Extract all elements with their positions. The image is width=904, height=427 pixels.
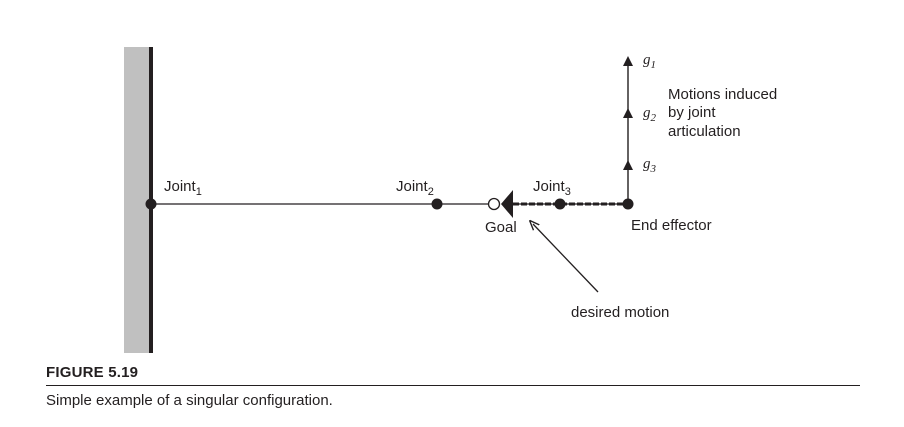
joint-2-label: Joint2 [396,178,434,198]
joint-1-dot [145,198,157,210]
joint-2-dot [431,198,443,210]
caption-divider [46,385,860,386]
g2-label: g2 [643,105,657,124]
g3-label: g3 [643,156,657,175]
wall [124,47,150,353]
g1-arrowhead-icon [623,56,633,66]
arrow-to-goal-icon [501,190,513,218]
figure-number: FIGURE 5.19 [46,364,139,381]
g2-arrowhead-icon [623,108,633,118]
end-effector-label: End effector [631,217,712,234]
g3-arrowhead-icon [623,160,633,170]
motions-note-line2: by joint [668,104,716,121]
desired-motion-arrow [533,224,599,293]
joint-3-label: Joint3 [533,178,571,198]
goal-label: Goal [485,219,517,236]
goal-circle [487,197,501,211]
g1-label: g1 [643,52,656,71]
motions-note-line1: Motions induced [668,86,777,103]
figure-caption: Simple example of a singular configurati… [46,392,333,409]
motions-note-line3: articulation [668,123,741,140]
joint-3-dot [554,198,566,210]
desired-motion-label: desired motion [571,304,669,321]
joint-1-label: Joint1 [164,178,202,198]
